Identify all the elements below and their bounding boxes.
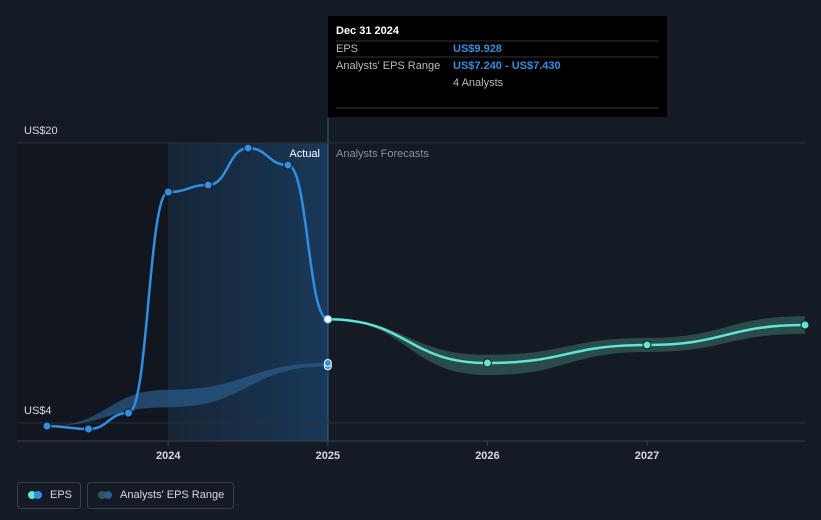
plot: US$20 US$4 2024 2025 2026 2027	[17, 125, 810, 462]
point	[642, 340, 652, 350]
point	[123, 408, 133, 418]
y-tick-label: US$4	[24, 405, 52, 417]
tooltip-value: US$7.240 - US$7.430	[453, 60, 561, 72]
point	[323, 314, 333, 324]
point	[482, 358, 492, 368]
legend-item[interactable]	[87, 482, 234, 509]
tooltip-label: EPS	[336, 43, 358, 55]
point	[163, 187, 173, 197]
point	[800, 320, 810, 330]
tooltip-box	[328, 16, 667, 117]
actual-label: Actual	[289, 148, 320, 160]
legend-label: Analysts' EPS Range	[120, 489, 224, 501]
point	[83, 424, 93, 434]
range-band	[327, 316, 805, 376]
tooltip-value: US$9.928	[453, 43, 502, 55]
legend-swatch	[98, 491, 106, 499]
legend-label: EPS	[50, 489, 72, 501]
x-tick-label: 2027	[635, 450, 659, 462]
point	[42, 421, 52, 431]
x-tick-label: 2026	[475, 450, 499, 462]
legend: EPS Analysts' EPS Range	[17, 482, 234, 509]
tooltip-note: 4 Analysts	[453, 77, 504, 89]
line	[327, 318, 806, 365]
point	[203, 180, 213, 190]
x-tick-label: 2025	[316, 450, 340, 462]
legend-swatch	[34, 491, 42, 499]
y-tick-label: US$20	[24, 125, 58, 137]
tooltip-date: Dec 31 2024	[336, 25, 400, 37]
range-point	[323, 358, 332, 367]
tooltip-label: Analysts' EPS Range	[336, 60, 440, 72]
legend-item[interactable]	[17, 482, 81, 509]
point	[283, 160, 293, 170]
past-region	[17, 143, 168, 441]
range-band	[47, 362, 328, 426]
point	[243, 143, 253, 153]
legend-swatch	[104, 491, 112, 499]
tooltip: Dec 31 2024 EPS US$9.928 Analysts' EPS R…	[328, 16, 667, 117]
forecast-label: Analysts Forecasts	[336, 148, 429, 160]
legend-swatch	[28, 491, 36, 499]
x-tick-label: 2024	[156, 450, 181, 462]
